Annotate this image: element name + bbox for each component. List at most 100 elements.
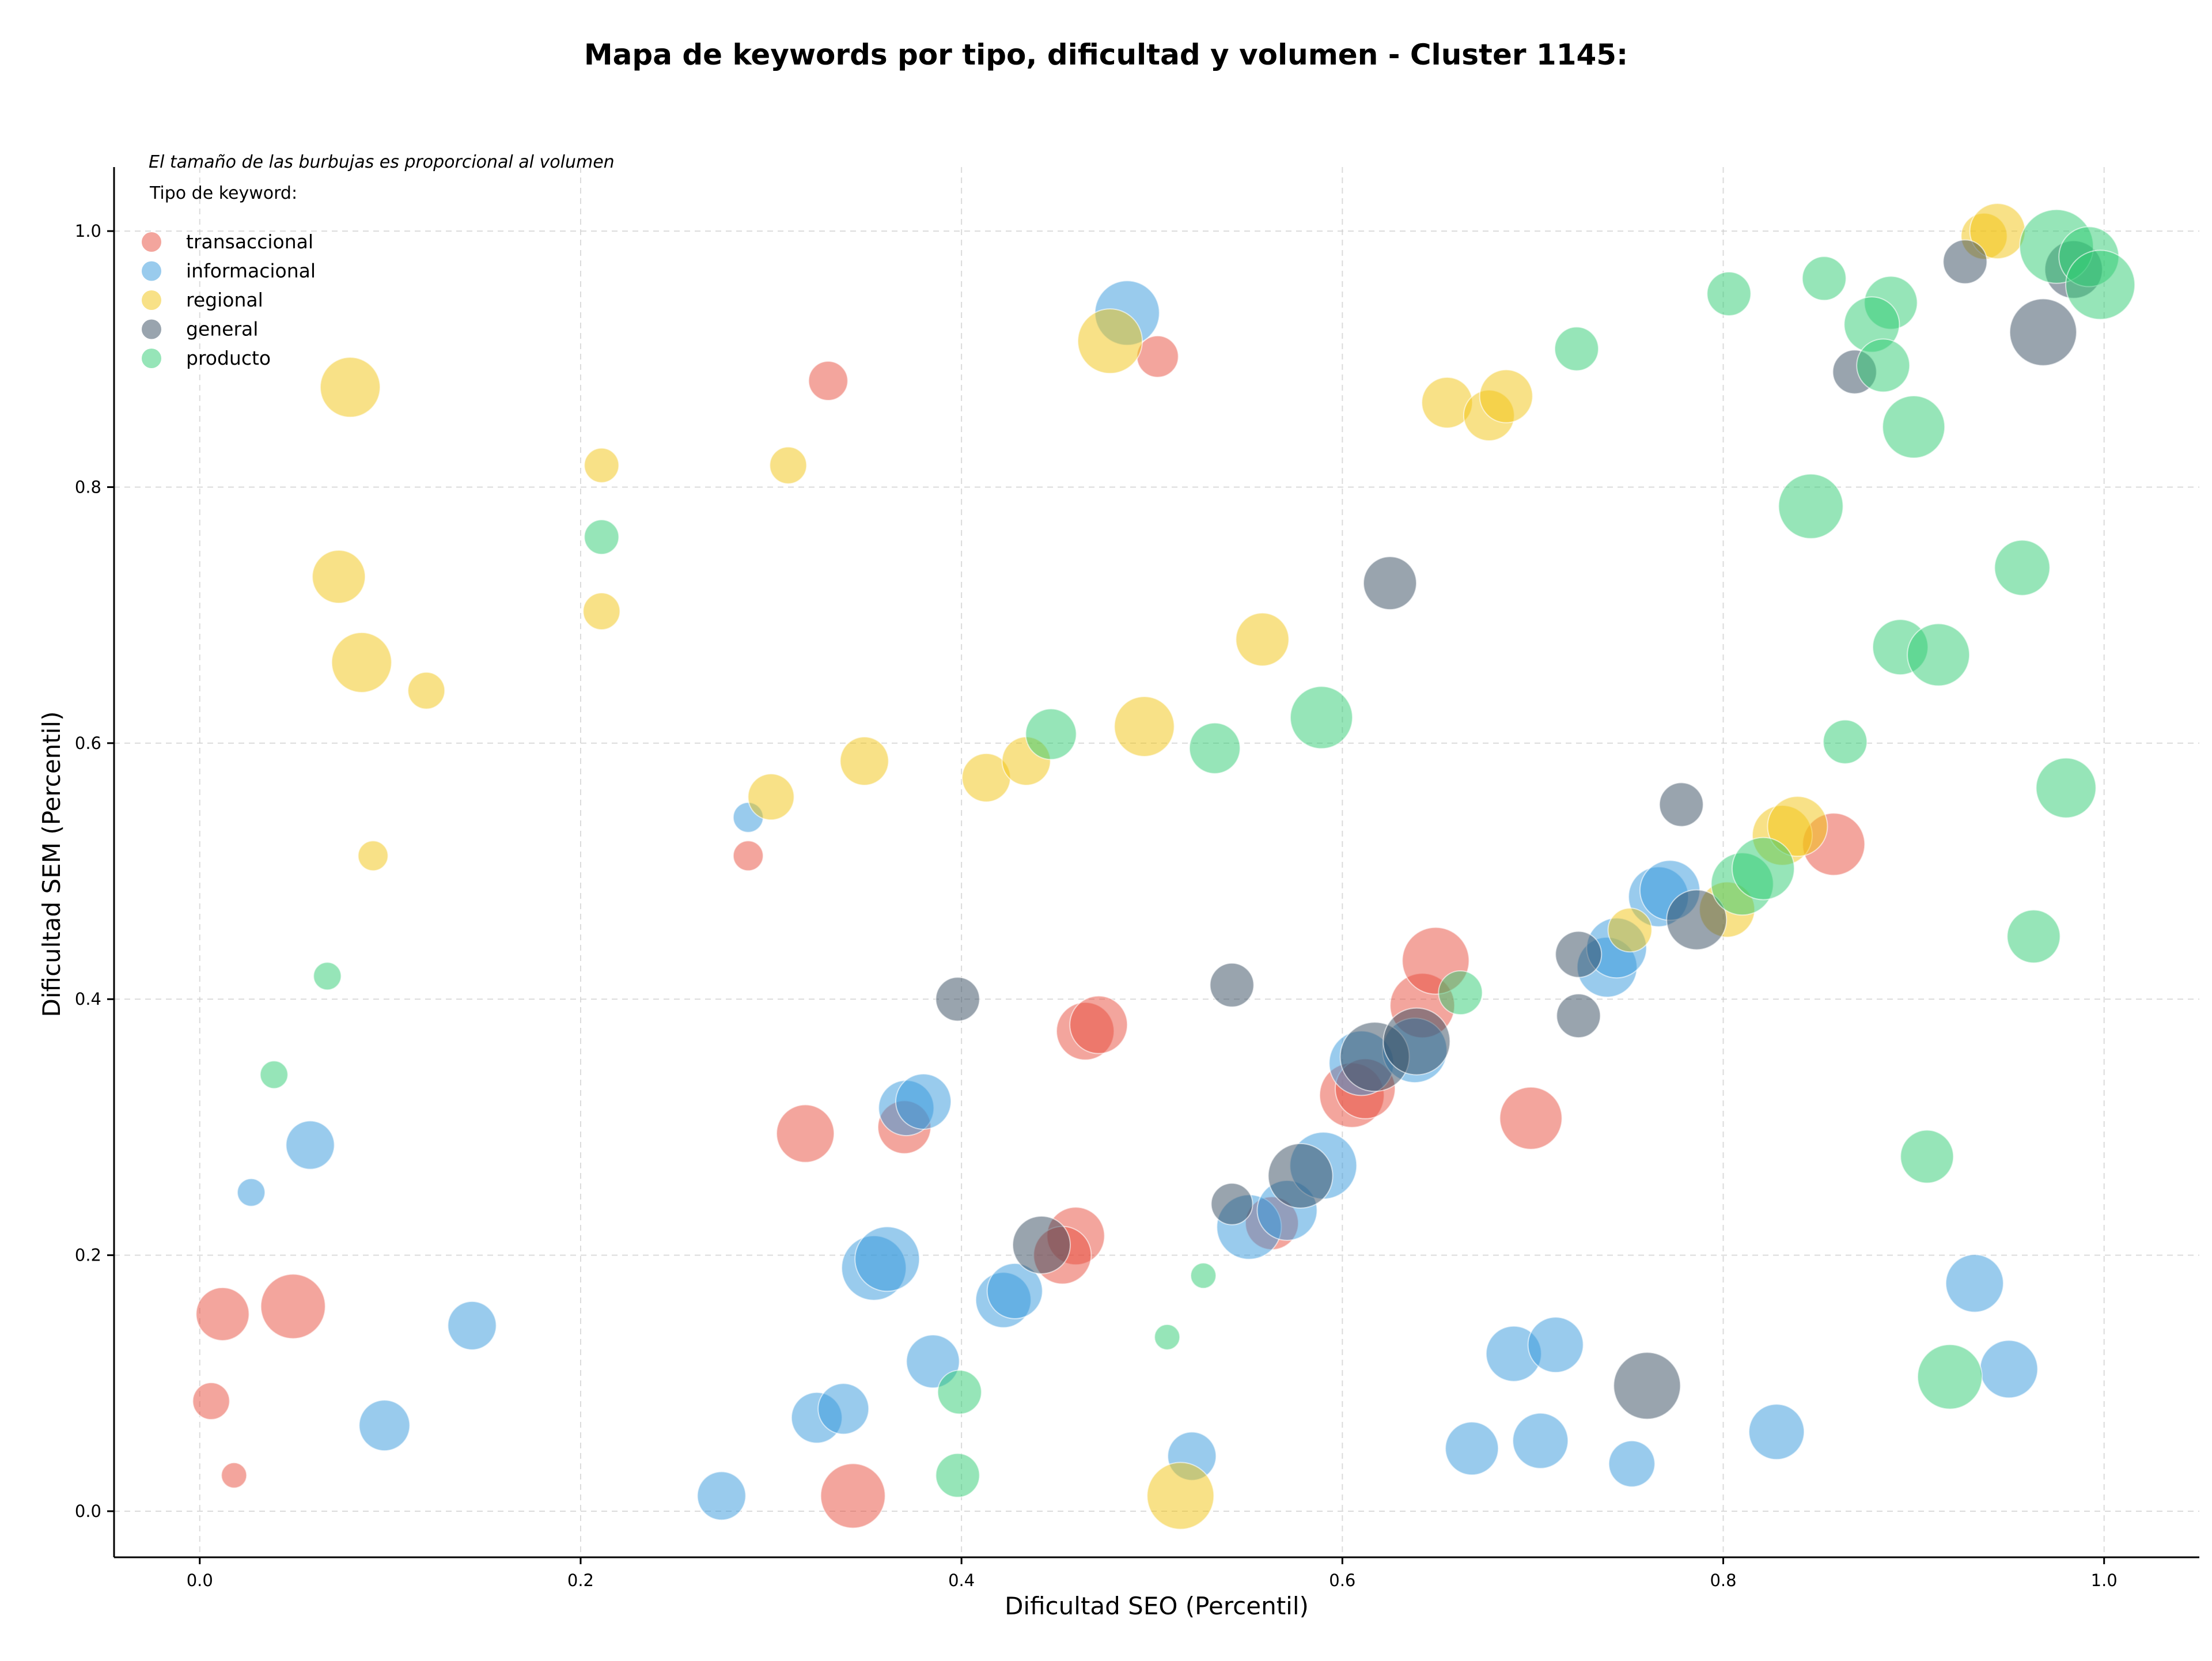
bubble-informacional <box>817 1383 870 1435</box>
bubble-producto <box>584 519 620 555</box>
bubble-general <box>2009 298 2077 366</box>
legend-marker-regional <box>142 290 161 310</box>
bubble-regional <box>839 736 889 786</box>
bubble-transaccional <box>192 1382 230 1420</box>
bubble-producto <box>259 1060 289 1089</box>
chart-title: Mapa de keywords por tipo, dificultad y … <box>584 38 1628 71</box>
bubble-regional <box>769 446 808 485</box>
bubble-producto <box>1882 395 1946 459</box>
bubble-producto <box>1554 326 1599 372</box>
legend: transaccional informacional regional genera… <box>142 230 316 369</box>
bubble-general <box>1613 1352 1681 1420</box>
bubble-producto <box>1916 1344 1983 1410</box>
bubble-producto <box>1190 1262 1217 1289</box>
bubble-transaccional <box>1499 1086 1563 1150</box>
bubble-regional <box>357 840 389 872</box>
bubble-informacional <box>1527 1316 1584 1374</box>
bubble-producto <box>1289 686 1353 750</box>
y-axis-label: Dificultad SEM (Percentil) <box>37 712 66 1017</box>
legend-label-regional: regional <box>186 289 263 311</box>
bubble-informacional <box>1608 1440 1656 1488</box>
bubble-informacional <box>986 1262 1043 1319</box>
bubble-informacional <box>285 1120 335 1170</box>
bubble-general <box>1666 889 1728 951</box>
bubble-producto <box>1154 1323 1181 1350</box>
y-tick-label: 0.0 <box>75 1501 101 1521</box>
bubble-informacional <box>1748 1403 1805 1461</box>
y-tick-label: 0.2 <box>75 1246 101 1265</box>
x-tick-label: 0.8 <box>1710 1571 1736 1590</box>
bubble-regional <box>331 631 392 693</box>
bubble-regional <box>1146 1462 1215 1530</box>
bubble-regional <box>407 671 446 710</box>
y-tick-label: 0.8 <box>75 477 101 497</box>
legend-label-producto: producto <box>186 347 271 369</box>
bubble-general <box>1362 556 1417 611</box>
legend-label-general: general <box>186 318 258 340</box>
bubble-producto <box>313 962 342 991</box>
bubble-general <box>1556 993 1601 1039</box>
bubble-informacional <box>854 1226 921 1292</box>
bubble-producto <box>2006 909 2061 964</box>
bubble-transaccional <box>195 1287 250 1341</box>
bubble-producto <box>1778 473 1844 539</box>
legend-label-informacional: informacional <box>186 260 316 282</box>
bubble-regional <box>1479 369 1533 423</box>
legend-title: Tipo de keyword: <box>149 183 297 203</box>
bubble-general <box>1267 1142 1334 1209</box>
bubble-regional <box>582 592 621 631</box>
axes <box>113 167 2199 1558</box>
bubble-general <box>1942 239 1988 285</box>
y-tick-label: 0.6 <box>75 733 101 753</box>
bubble-informacional <box>1945 1254 2004 1313</box>
legend-marker-informacional <box>142 261 161 281</box>
bubble-producto <box>1823 719 1868 765</box>
bubble-general <box>1555 930 1603 978</box>
x-axis-label: Dificultad SEO (Percentil) <box>1005 1592 1309 1620</box>
x-tick-label: 0.4 <box>948 1571 975 1590</box>
x-tick-label: 0.0 <box>187 1571 213 1590</box>
bubble-producto <box>1706 271 1752 316</box>
bubble-transaccional <box>260 1273 326 1340</box>
bubble-producto <box>1994 539 2051 596</box>
bubble-producto <box>1438 970 1483 1016</box>
volume-note: El tamaño de las burbujas es proporciona… <box>149 152 615 172</box>
x-tick-label: 1.0 <box>2091 1571 2118 1590</box>
bubble-general <box>1382 1007 1451 1076</box>
x-tick-label: 0.2 <box>567 1571 594 1590</box>
bubble-general <box>1012 1215 1071 1274</box>
bubble-regional <box>1767 796 1828 857</box>
bubbles <box>192 203 2136 1530</box>
bubble-informacional <box>358 1399 411 1452</box>
bubble-transaccional <box>221 1462 248 1489</box>
bubble-transaccional <box>732 840 764 872</box>
bubble-transaccional <box>776 1104 835 1163</box>
y-tick-label: 1.0 <box>75 221 101 241</box>
bubble-transaccional <box>1136 335 1179 378</box>
bubble-regional <box>1235 612 1290 667</box>
legend-label-transaccional: transaccional <box>186 230 313 253</box>
bubble-informacional <box>447 1300 497 1350</box>
bubble-informacional <box>237 1178 266 1207</box>
bubble-transaccional <box>820 1463 886 1529</box>
bubble-producto <box>2065 249 2136 320</box>
bubble-regional <box>319 357 381 418</box>
bubble-regional <box>584 447 620 483</box>
bubble-regional <box>1077 308 1143 374</box>
bubble-producto <box>935 1452 980 1498</box>
bubble-producto <box>937 1369 982 1415</box>
x-tick-label: 0.6 <box>1329 1571 1355 1590</box>
bubble-general <box>1209 962 1255 1008</box>
bubble-producto <box>2035 757 2097 819</box>
bubble-informacional <box>1512 1412 1569 1469</box>
bubble-informacional <box>1979 1340 2039 1399</box>
bubble-informacional <box>895 1073 952 1130</box>
bubble-informacional <box>1445 1421 1499 1476</box>
bubble-producto <box>1856 338 1911 393</box>
bubble-general <box>1658 782 1704 827</box>
bubble-producto <box>1188 722 1241 774</box>
bubble-informacional <box>696 1471 747 1521</box>
legend-marker-producto <box>142 349 161 368</box>
bubble-producto <box>1731 837 1795 901</box>
